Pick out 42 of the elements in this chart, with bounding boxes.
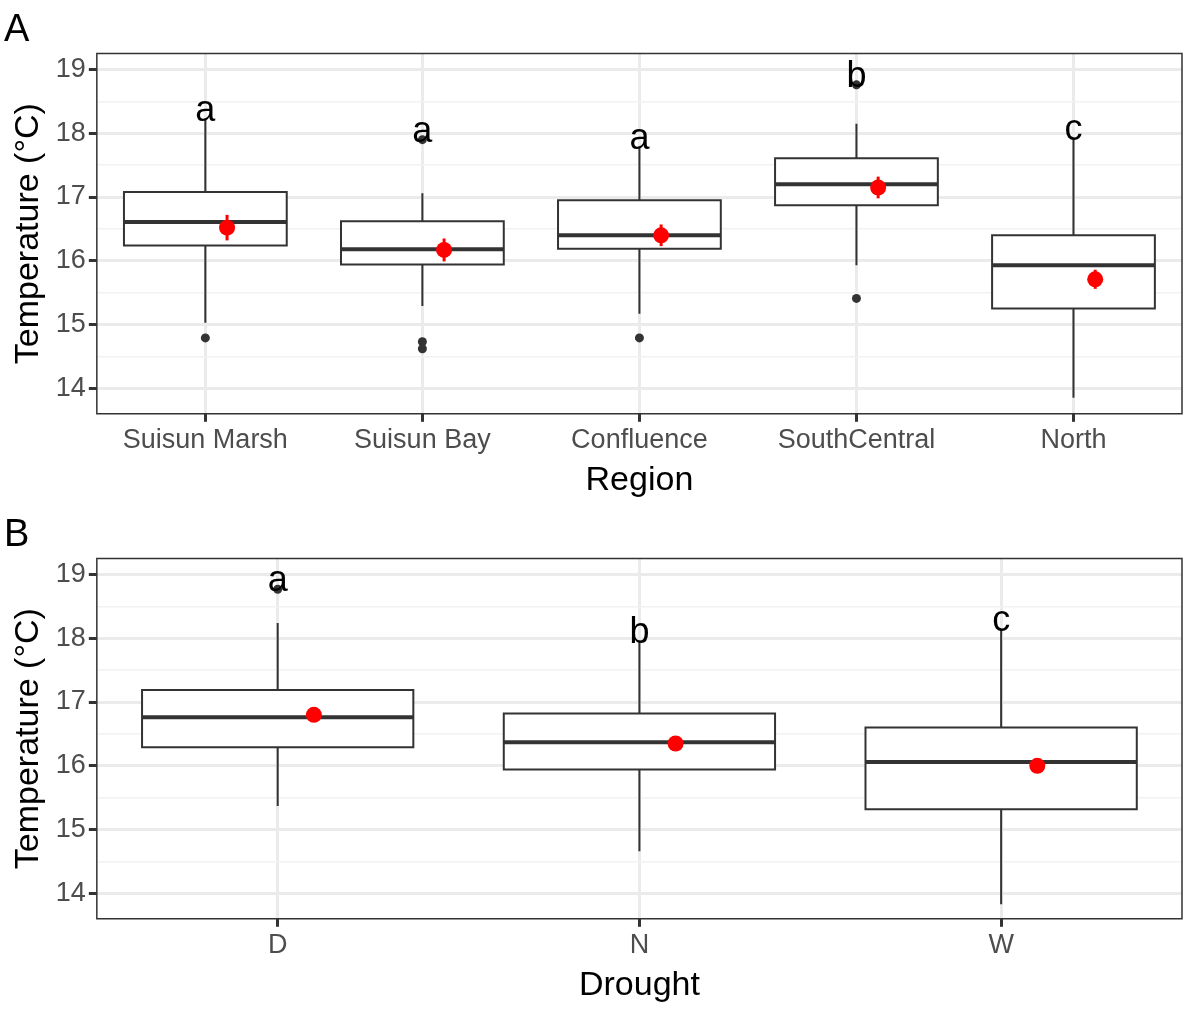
annotation: c [1064, 106, 1083, 148]
y-tick-label: 17 [55, 180, 86, 211]
point [653, 227, 670, 244]
point [1029, 757, 1046, 774]
x-tick-label: Suisun Bay [354, 424, 492, 455]
y-tick-label: 19 [55, 52, 86, 83]
x-tick-label: D [267, 929, 288, 960]
y-tick-label: 18 [55, 621, 86, 652]
y-tick-label: 18 [55, 116, 86, 147]
annotation: a [412, 108, 434, 150]
annotation: a [195, 88, 217, 130]
x-tick-label: Confluence [571, 424, 708, 455]
x-axis-title: Region [585, 458, 694, 497]
point [305, 706, 322, 723]
point [219, 219, 236, 236]
y-tick-label: 16 [55, 244, 86, 275]
y-tick-label: 14 [55, 371, 86, 402]
x-tick-label: N [629, 929, 650, 960]
annotation: a [267, 558, 289, 600]
point [436, 241, 453, 258]
y-axis-title: Temperature (°C) [6, 608, 45, 870]
x-tick-label: North [1040, 424, 1107, 455]
y-tick-label: 17 [55, 685, 86, 716]
y-axis-title: Temperature (°C) [6, 103, 45, 365]
point [667, 735, 684, 752]
x-tick-label: SouthCentral [777, 424, 936, 455]
x-tick-label: W [988, 929, 1015, 960]
x-tick-label: Suisun Marsh [122, 424, 288, 455]
y-tick-label: 15 [55, 308, 86, 338]
chart-title: A [4, 7, 30, 50]
y-tick-label: 14 [55, 876, 86, 907]
annotation: a [629, 115, 651, 157]
y-tick-label: 19 [55, 557, 86, 588]
chart-title: B [4, 512, 30, 555]
x-axis-title: Drought [578, 963, 701, 1002]
annotation: c [992, 598, 1011, 640]
annotation: b [629, 609, 650, 651]
y-tick-label: 15 [55, 813, 86, 843]
annotation: b [846, 53, 867, 95]
point [870, 179, 887, 196]
y-tick-label: 16 [55, 749, 86, 780]
point [1087, 271, 1104, 288]
